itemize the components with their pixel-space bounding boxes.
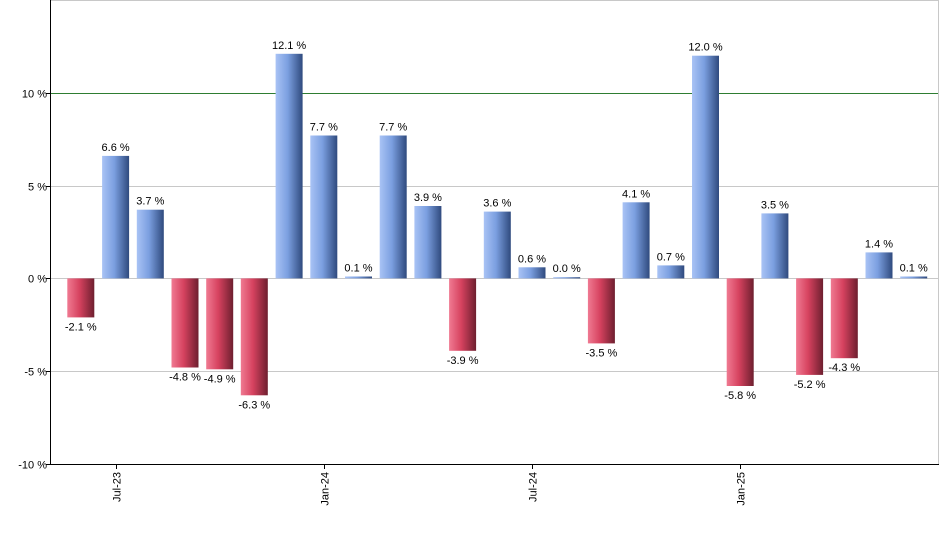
bar [102,155,130,279]
data-label: 4.1 % [622,188,650,200]
data-label: 12.0 % [688,42,722,54]
data-label: 7.7 % [310,122,338,134]
data-label: -2.1 % [65,321,97,333]
data-label: -5.2 % [794,379,826,391]
data-label: -6.3 % [238,399,270,411]
data-label: 3.9 % [414,192,442,204]
y-tick-label: 10 % [22,89,47,101]
bar [830,278,858,359]
bar [414,206,442,279]
x-tick-label: Jan-25 [736,472,748,506]
x-tick-label: Jul-24 [528,472,540,502]
data-label: 0.1 % [900,263,928,275]
bar [761,213,789,279]
bar [726,278,754,386]
bar [136,209,164,279]
data-label: 3.7 % [136,196,164,208]
data-label: 3.6 % [483,198,511,210]
data-label: 0.1 % [344,263,372,275]
bar [67,278,95,318]
data-label: 7.7 % [379,122,407,134]
bar [345,276,372,279]
y-tick-label: -10 % [18,460,47,472]
data-label: -4.8 % [169,372,201,384]
x-tick-label: Jul-23 [112,472,124,502]
data-label: 0.6 % [518,253,546,265]
data-label: 3.5 % [761,199,789,211]
x-tick-label: Jan-24 [320,472,332,506]
bar [483,211,511,279]
bar [587,278,615,344]
bar [171,278,199,368]
data-label: 0.7 % [657,251,685,263]
y-tick-label: -5 % [24,367,47,379]
y-tick-label: 0 % [28,274,47,286]
bar [275,53,303,279]
data-label: -3.5 % [586,347,618,359]
bar [449,278,477,351]
bar [310,135,338,279]
bars [67,53,928,396]
data-label: 12.1 % [272,40,306,52]
data-label: -4.9 % [204,373,236,385]
y-tick-label: 5 % [28,182,47,194]
bar [865,252,893,279]
data-label: 0.0 % [553,263,581,275]
bar [518,267,546,279]
axes: -10 % -5 % 0 % 5 % 10 % Jul-23 Jan-24 Jul-24 Jan… [18,0,939,506]
bar [206,278,234,370]
data-label: -5.8 % [724,390,756,402]
bar [900,276,928,279]
bar [622,202,650,279]
data-label: -3.9 % [447,355,479,367]
data-label: -4.3 % [828,362,860,374]
bar [796,278,824,375]
bar [240,278,268,396]
data-label: 6.6 % [102,142,130,154]
bar [692,55,719,279]
bar [379,135,407,279]
data-labels: -2.1 % 6.6 % 3.7 % -4.8 % -4.9 % -6.3 % 12.1 %… [65,40,928,411]
data-label: 1.4 % [865,238,893,250]
bar [657,265,685,279]
bar [553,277,581,279]
